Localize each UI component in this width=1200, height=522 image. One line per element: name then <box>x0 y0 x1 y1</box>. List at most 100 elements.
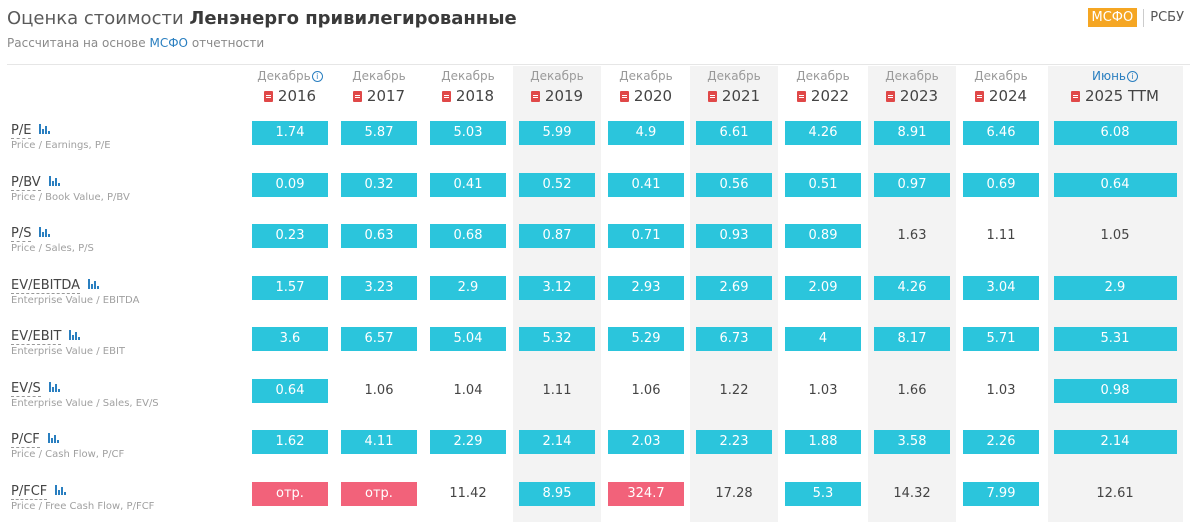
standard-switch: МСФО РСБУ <box>1087 8 1184 27</box>
pdf-icon[interactable] <box>1071 91 1081 102</box>
metric-abbreviation[interactable]: EV/EBIT <box>11 329 62 345</box>
pdf-icon[interactable] <box>974 91 984 102</box>
chart-bar-icon[interactable] <box>39 227 51 237</box>
pdf-icon[interactable] <box>619 91 629 102</box>
table-cell: 0.32 <box>341 173 417 197</box>
period-label: Декабрь <box>796 69 850 83</box>
table-cell: 324.7 <box>608 482 684 506</box>
table-cell: 1.05 <box>1100 228 1130 243</box>
metric-abbreviation[interactable]: P/CF <box>11 432 40 448</box>
table-cell: 1.03 <box>808 383 838 398</box>
metric-full-name: Price / Sales, P/S <box>11 243 94 254</box>
title-prefix: Оценка стоимости <box>7 8 184 29</box>
year-label: 2025 TTM <box>1085 87 1159 105</box>
column-year: 2025 TTM <box>1048 87 1183 105</box>
table-cell: 6.73 <box>696 327 772 351</box>
pdf-icon[interactable] <box>530 91 540 102</box>
table-cell: 8.95 <box>519 482 595 506</box>
pdf-icon[interactable] <box>263 91 273 102</box>
pdf-icon[interactable] <box>885 91 895 102</box>
year-label: 2018 <box>455 87 495 105</box>
row-label: P/S Price / Sales, P/S <box>11 222 231 255</box>
table-cell: 6.46 <box>963 121 1039 145</box>
table-cell: 1.66 <box>897 383 927 398</box>
subtitle-start: Рассчитана на основе <box>7 36 146 50</box>
table-cell: 4 <box>785 327 861 351</box>
year-label: 2016 <box>277 87 317 105</box>
period-label: Декабрь <box>530 69 584 83</box>
pdf-icon[interactable] <box>707 91 717 102</box>
period-label: Июнь <box>1092 69 1126 83</box>
period-label: Декабрь <box>707 69 761 83</box>
period-label: Декабрь <box>441 69 495 83</box>
table-cell: отр. <box>252 482 328 506</box>
metric-abbreviation[interactable]: EV/EBITDA <box>11 278 81 294</box>
column-year: 2021 <box>690 87 778 105</box>
column-header: Декабрь 2022 <box>779 68 867 105</box>
year-label: 2019 <box>544 87 584 105</box>
chart-bar-icon[interactable] <box>48 176 60 186</box>
chart-bar-icon[interactable] <box>69 330 81 340</box>
metric-abbreviation[interactable]: EV/S <box>11 381 41 397</box>
table-cell: отр. <box>341 482 417 506</box>
subtitle-standard-link[interactable]: МСФО <box>149 36 188 50</box>
column-period: Декабрь <box>957 68 1045 84</box>
info-icon[interactable]: i <box>311 71 323 82</box>
table-cell: 5.29 <box>608 327 684 351</box>
table-cell: 1.11 <box>986 228 1016 243</box>
chart-bar-icon[interactable] <box>55 485 67 495</box>
column-header: Декабрь i 2016 <box>246 68 334 105</box>
metric-abbreviation[interactable]: P/FCF <box>11 484 48 500</box>
table-cell: 0.63 <box>341 224 417 248</box>
column-year: 2019 <box>513 87 601 105</box>
row-label: P/E Price / Earnings, P/E <box>11 119 231 152</box>
table-cell: 0.89 <box>785 224 861 248</box>
standard-ras-button[interactable]: РСБУ <box>1150 10 1184 25</box>
table-cell: 1.11 <box>542 383 572 398</box>
table-cell: 2.23 <box>696 430 772 454</box>
year-label: 2023 <box>899 87 939 105</box>
table-cell: 0.64 <box>1053 173 1177 197</box>
table-cell: 1.06 <box>631 383 661 398</box>
table-cell: 14.32 <box>893 486 931 501</box>
table-cell: 5.87 <box>341 121 417 145</box>
table-cell: 6.61 <box>696 121 772 145</box>
table-cell: 1.04 <box>453 383 483 398</box>
table-cell: 4.26 <box>874 276 950 300</box>
pdf-icon[interactable] <box>441 91 451 102</box>
metric-abbreviation[interactable]: P/E <box>11 123 32 139</box>
column-period: Июнь i <box>1048 68 1183 84</box>
metric-abbreviation[interactable]: P/BV <box>11 175 41 191</box>
table-cell: 0.98 <box>1053 379 1177 403</box>
standard-ifrs-button[interactable]: МСФО <box>1087 8 1138 27</box>
period-label: Декабрь <box>619 69 673 83</box>
page-title: Оценка стоимости Ленэнерго привилегирова… <box>7 8 517 29</box>
table-cell: 5.32 <box>519 327 595 351</box>
column-header: Декабрь 2024 <box>957 68 1045 105</box>
table-cell: 0.97 <box>874 173 950 197</box>
metric-abbreviation[interactable]: P/S <box>11 226 32 242</box>
chart-bar-icon[interactable] <box>48 382 60 392</box>
header-divider <box>7 64 1190 65</box>
column-period: Декабрь <box>690 68 778 84</box>
metric-full-name: Enterprise Value / EBIT <box>11 346 126 357</box>
column-header: Декабрь 2020 <box>602 68 690 105</box>
company-name: Ленэнерго привилегированные <box>189 8 517 29</box>
table-cell: 3.6 <box>252 327 328 351</box>
info-icon[interactable]: i <box>1127 71 1138 82</box>
table-cell: 0.09 <box>252 173 328 197</box>
table-cell: 8.91 <box>874 121 950 145</box>
pdf-icon[interactable] <box>352 91 362 102</box>
period-label: Декабрь <box>257 69 311 83</box>
pdf-icon[interactable] <box>796 91 806 102</box>
table-cell: 2.29 <box>430 430 506 454</box>
period-label: Декабрь <box>352 69 406 83</box>
table-cell: 2.69 <box>696 276 772 300</box>
chart-bar-icon[interactable] <box>88 279 100 289</box>
table-cell: 3.58 <box>874 430 950 454</box>
chart-bar-icon[interactable] <box>39 124 51 134</box>
chart-bar-icon[interactable] <box>47 433 59 443</box>
table-cell: 2.14 <box>1053 430 1177 454</box>
table-cell: 3.12 <box>519 276 595 300</box>
standard-divider <box>1143 8 1145 27</box>
